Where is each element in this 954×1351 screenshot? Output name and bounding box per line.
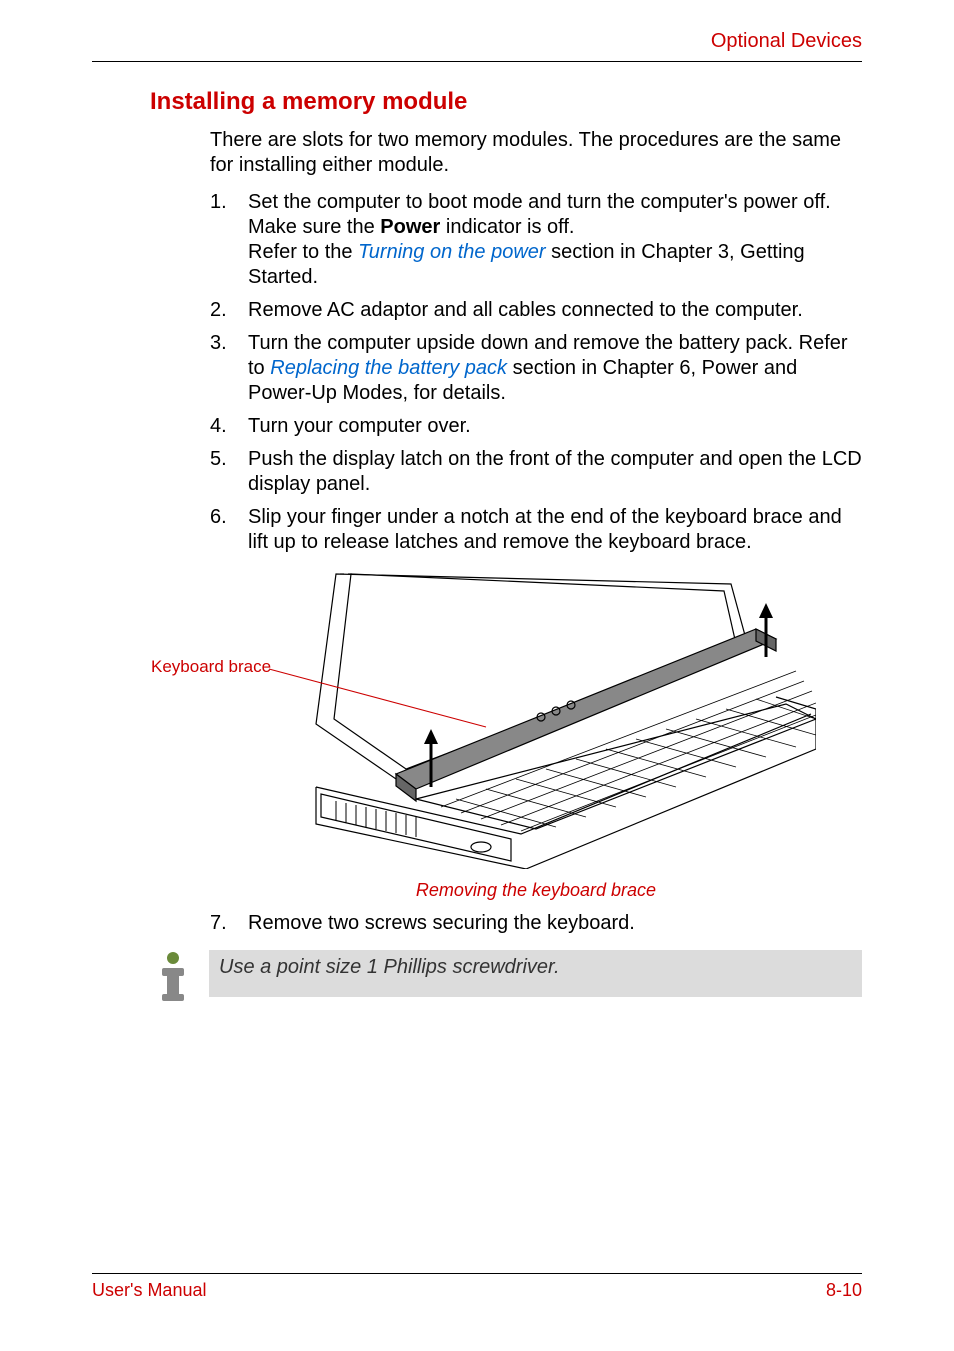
step-number: 3.	[210, 331, 227, 356]
step-text: Set the computer to boot mode and turn t…	[248, 191, 831, 288]
step-text: Push the display latch on the front of t…	[248, 448, 862, 495]
step-item: 7. Remove two screws securing the keyboar…	[210, 911, 862, 936]
figure-inner: Keyboard brace	[256, 569, 816, 874]
step-number: 1.	[210, 190, 227, 215]
step-item: 1. Set the computer to boot mode and turn…	[210, 190, 862, 290]
note-row: Use a point size 1 Phillips screwdriver.	[150, 950, 862, 1002]
step-item: 2. Remove AC adaptor and all cables conne…	[210, 298, 862, 323]
step-text: Slip your finger under a notch at the en…	[248, 506, 842, 553]
section-heading: Installing a memory module	[150, 88, 862, 116]
step-number: 5.	[210, 447, 227, 472]
step-item: 4. Turn your computer over.	[210, 414, 862, 439]
footer-left: User's Manual	[92, 1280, 206, 1301]
footer-page-number: 8-10	[826, 1280, 862, 1301]
header-section-label: Optional Devices	[92, 30, 862, 53]
note-text: Use a point size 1 Phillips screwdriver.	[209, 950, 862, 997]
cross-reference-link[interactable]: Replacing the battery pack	[270, 357, 507, 379]
figure-caption: Removing the keyboard brace	[210, 880, 862, 901]
footer: User's Manual 8-10	[92, 1273, 862, 1301]
body: There are slots for two memory modules. …	[210, 128, 862, 936]
step-number: 2.	[210, 298, 227, 323]
footer-rule	[92, 1273, 862, 1274]
cross-reference-link[interactable]: Turning on the power	[358, 241, 546, 263]
bold-text: Power	[380, 216, 440, 238]
intro-paragraph: There are slots for two memory modules. …	[210, 128, 862, 178]
step-item: 6. Slip your finger under a notch at the …	[210, 505, 862, 555]
steps-list: 1. Set the computer to boot mode and turn…	[210, 190, 862, 555]
step-item: 5. Push the display latch on the front of…	[210, 447, 862, 497]
figure: Keyboard brace	[210, 569, 862, 901]
step-number: 6.	[210, 505, 227, 530]
keyboard-brace-illustration	[256, 569, 816, 869]
page: Optional Devices Installing a memory mod…	[0, 0, 954, 1351]
step-number: 7.	[210, 911, 227, 936]
step-text: Turn your computer over.	[248, 415, 471, 437]
step-number: 4.	[210, 414, 227, 439]
steps-list-continued: 7. Remove two screws securing the keyboar…	[210, 911, 862, 936]
header-rule	[92, 61, 862, 62]
step-text: Remove two screws securing the keyboard.	[248, 912, 635, 934]
info-icon	[150, 950, 195, 1002]
step-item: 3. Turn the computer upside down and remo…	[210, 331, 862, 406]
step-text: Turn the computer upside down and remove…	[248, 332, 848, 404]
figure-callout: Keyboard brace	[151, 657, 271, 677]
step-text: Remove AC adaptor and all cables connect…	[248, 299, 803, 321]
